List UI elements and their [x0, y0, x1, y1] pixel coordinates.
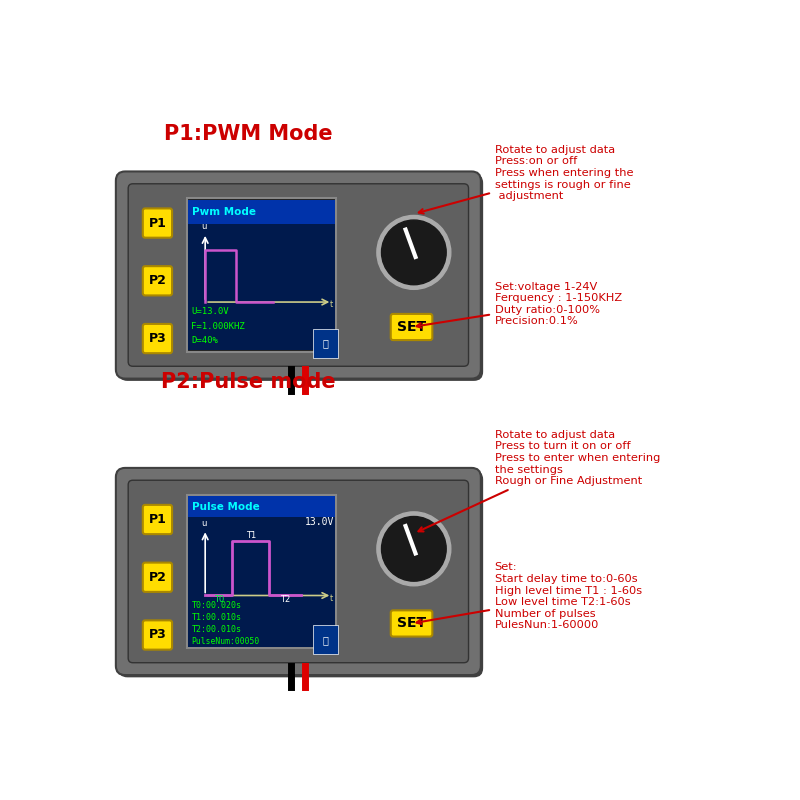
Text: u: u — [202, 222, 206, 231]
FancyBboxPatch shape — [143, 266, 172, 295]
Text: SET: SET — [397, 617, 426, 630]
Text: F=1.000KHZ: F=1.000KHZ — [191, 322, 245, 331]
Text: t: t — [330, 594, 333, 603]
FancyBboxPatch shape — [143, 620, 172, 650]
FancyBboxPatch shape — [116, 468, 481, 675]
Text: P3: P3 — [149, 332, 166, 345]
Text: u: u — [202, 519, 206, 528]
FancyBboxPatch shape — [188, 200, 334, 350]
Text: Rotate to adjust data
Press to turn it on or off
Press to enter when entering
th: Rotate to adjust data Press to turn it o… — [418, 430, 660, 531]
FancyBboxPatch shape — [118, 174, 483, 381]
FancyBboxPatch shape — [128, 480, 469, 662]
Text: ⏻: ⏻ — [322, 338, 328, 348]
Text: P1: P1 — [149, 513, 166, 526]
FancyBboxPatch shape — [143, 562, 172, 592]
Circle shape — [377, 512, 451, 586]
FancyBboxPatch shape — [186, 495, 336, 648]
FancyBboxPatch shape — [188, 496, 334, 518]
Text: T2: T2 — [280, 595, 290, 605]
Text: Set:
Start delay time to:0-60s
High level time T1 : 1-60s
Low level time T2:1-60: Set: Start delay time to:0-60s High leve… — [417, 562, 642, 630]
FancyBboxPatch shape — [143, 209, 172, 238]
Text: T2:00.010s: T2:00.010s — [191, 625, 242, 634]
Circle shape — [379, 218, 449, 287]
Text: P1:PWM Mode: P1:PWM Mode — [164, 124, 333, 144]
Circle shape — [377, 215, 451, 290]
Text: Set:voltage 1-24V
Ferquency : 1-150KHZ
Duty ratio:0-100%
Precision:0.1%: Set:voltage 1-24V Ferquency : 1-150KHZ D… — [417, 282, 622, 328]
FancyBboxPatch shape — [118, 470, 483, 678]
Text: 13.0V: 13.0V — [306, 517, 334, 527]
FancyBboxPatch shape — [116, 171, 481, 378]
Text: P1: P1 — [149, 217, 166, 230]
Text: T0:00.020s: T0:00.020s — [191, 601, 242, 610]
FancyBboxPatch shape — [143, 505, 172, 534]
Text: T1:00.010s: T1:00.010s — [191, 613, 242, 622]
Text: P3: P3 — [149, 629, 166, 642]
FancyBboxPatch shape — [188, 200, 334, 224]
FancyBboxPatch shape — [390, 314, 432, 340]
FancyBboxPatch shape — [188, 496, 334, 646]
Text: t: t — [330, 301, 333, 310]
FancyBboxPatch shape — [128, 184, 469, 366]
Text: U=13.0V: U=13.0V — [191, 307, 229, 316]
Text: ⏻: ⏻ — [322, 634, 328, 645]
Text: P2:Pulse mode: P2:Pulse mode — [161, 372, 336, 392]
Text: Pwm Mode: Pwm Mode — [192, 207, 256, 217]
Circle shape — [382, 517, 446, 581]
Text: SET: SET — [397, 320, 426, 334]
Text: Rotate to adjust data
Press:on or off
Press when entering the
settings is rough : Rotate to adjust data Press:on or off Pr… — [418, 145, 634, 214]
Circle shape — [382, 220, 446, 285]
FancyBboxPatch shape — [143, 324, 172, 353]
Text: P2: P2 — [149, 274, 166, 287]
Text: Pulse Mode: Pulse Mode — [192, 502, 260, 512]
FancyBboxPatch shape — [390, 610, 432, 637]
Text: D=40%: D=40% — [191, 335, 218, 345]
FancyBboxPatch shape — [186, 198, 336, 352]
Circle shape — [379, 514, 449, 583]
Text: T1: T1 — [246, 531, 256, 540]
Text: PulseNum:00050: PulseNum:00050 — [191, 637, 259, 646]
Text: T0: T0 — [214, 595, 224, 605]
Text: P2: P2 — [149, 570, 166, 584]
